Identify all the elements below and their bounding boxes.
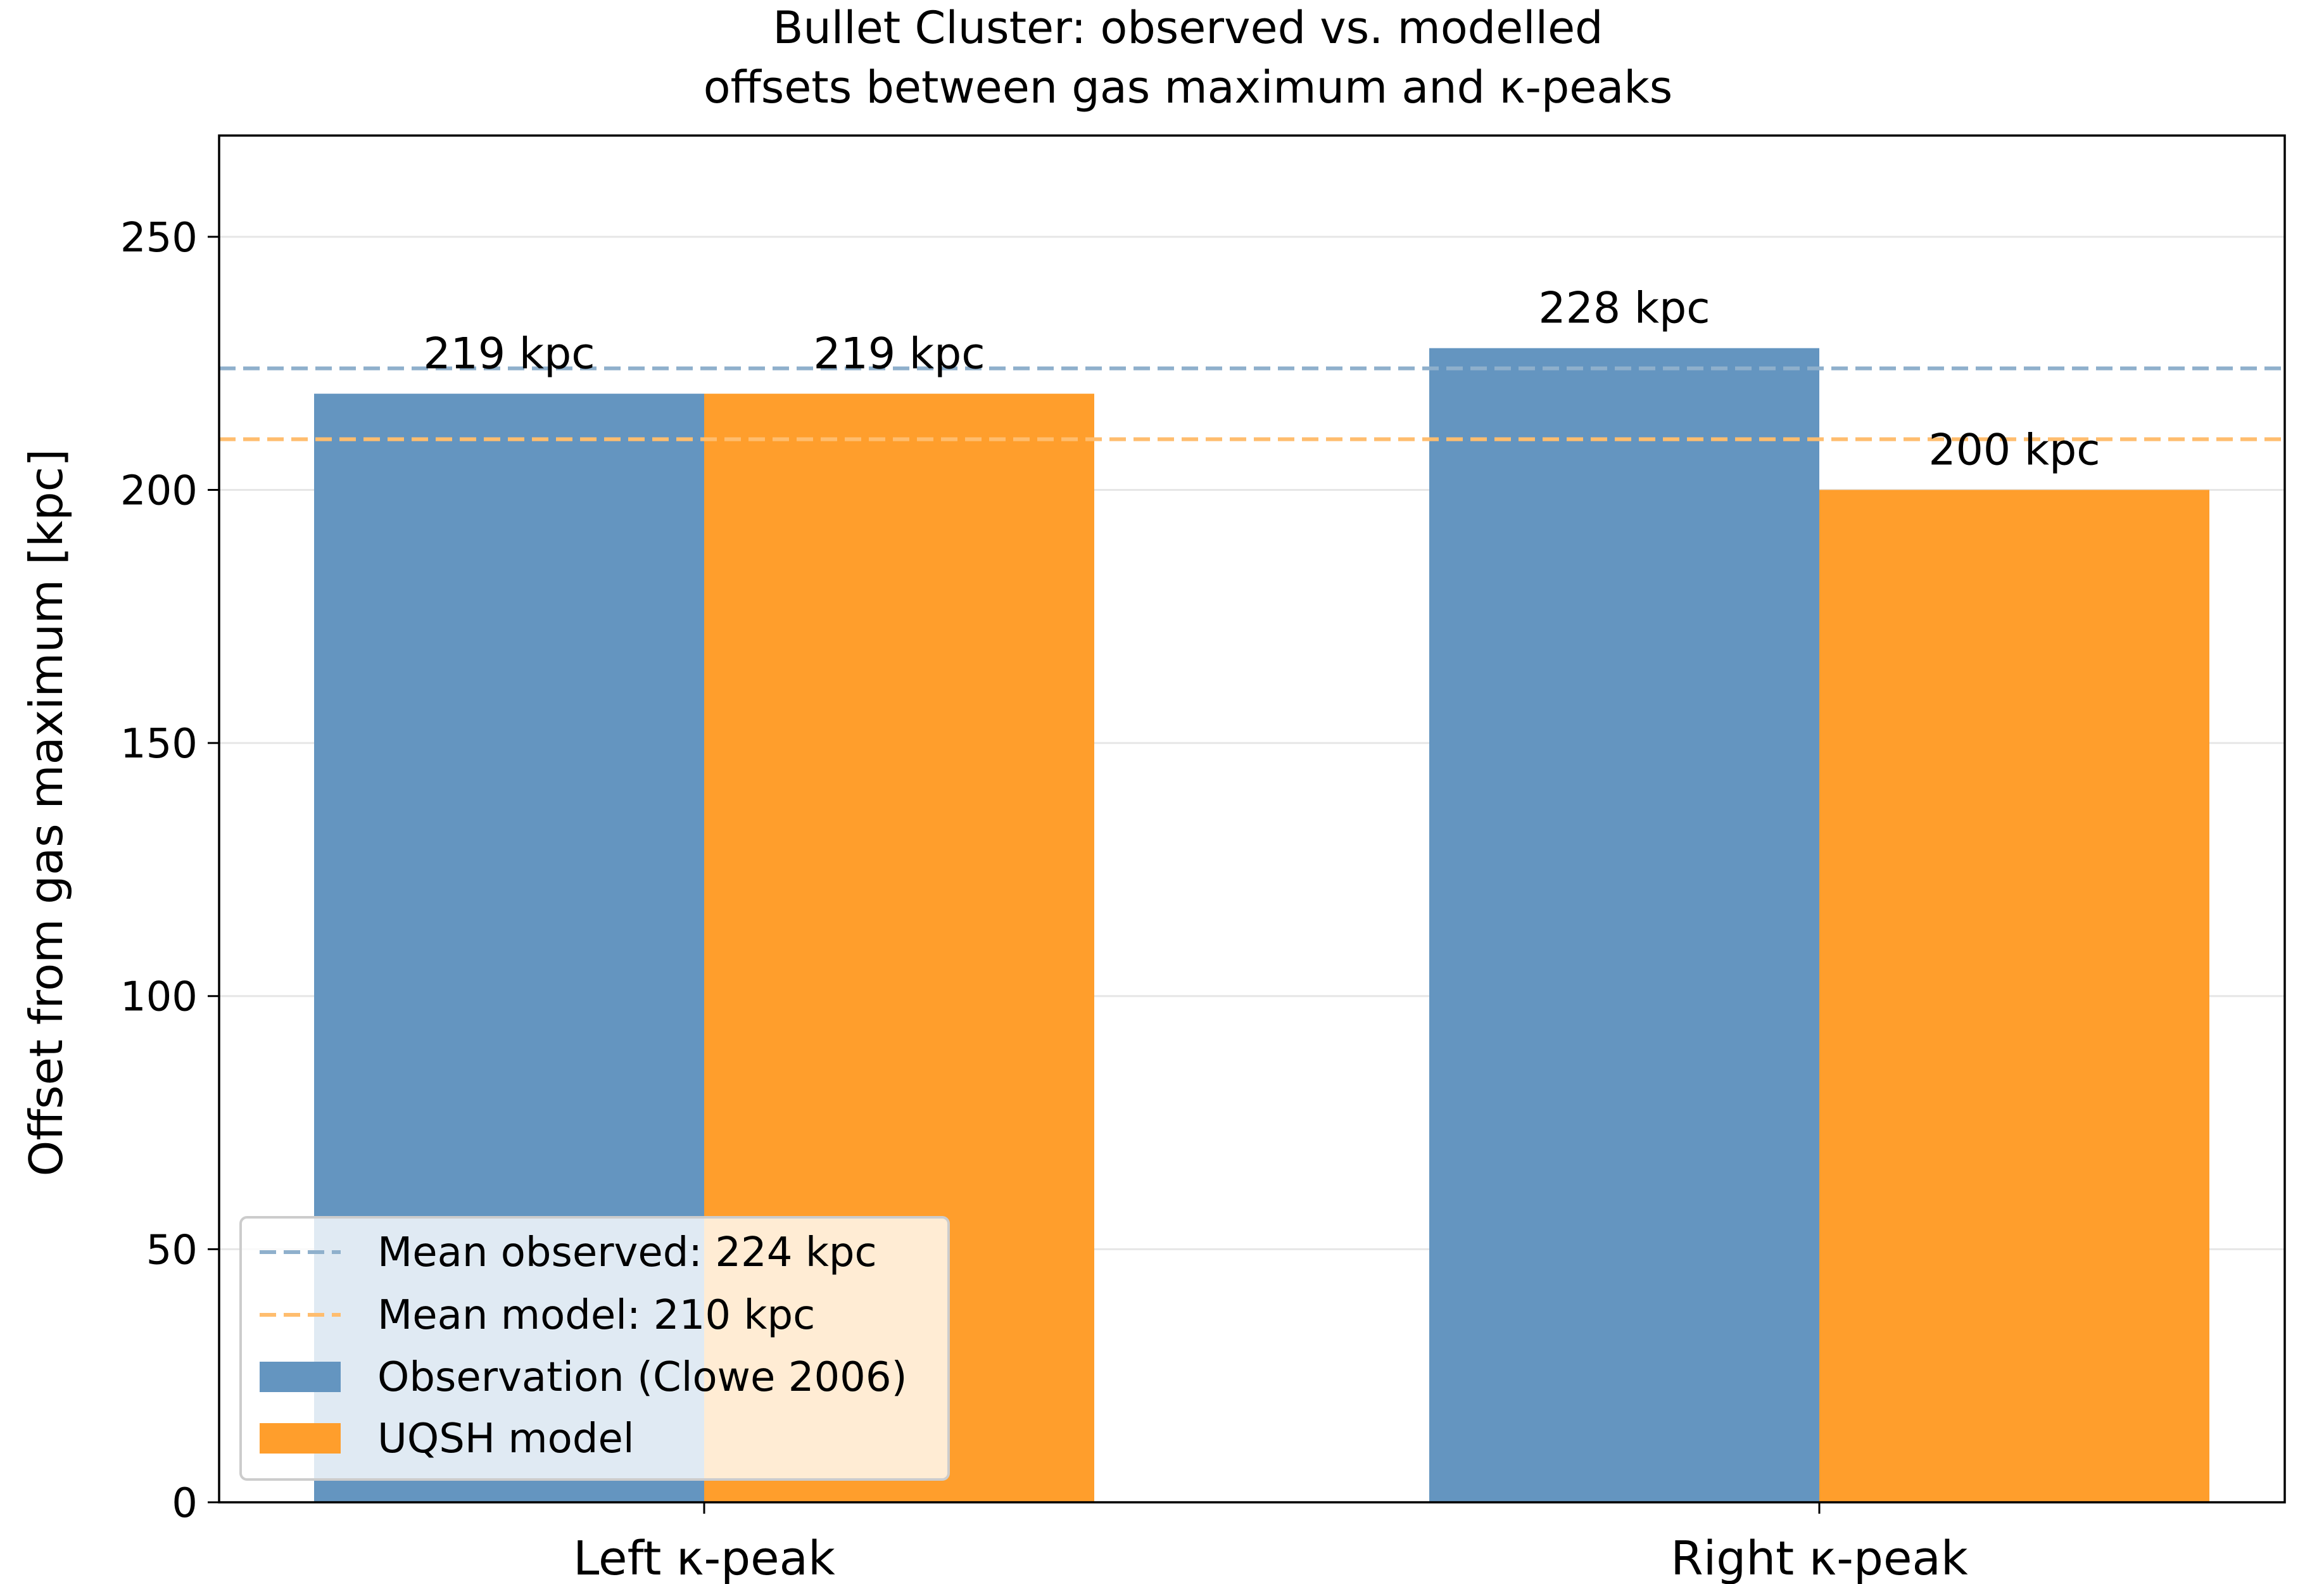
- x-tick-label: Right κ-peak: [1670, 1531, 1968, 1584]
- chart-title-line-2: offsets between gas maximum and κ-peaks: [704, 61, 1673, 113]
- legend-box: [239, 1216, 950, 1481]
- bar-value-label: 228 kpc: [1538, 284, 1710, 334]
- x-tick-label: Left κ-peak: [573, 1531, 835, 1584]
- axes-layer: 0 50 100 150 200 250 Left κ-peak Right κ-peak: [120, 134, 2286, 1584]
- y-tick-label: 200: [120, 467, 198, 514]
- legend-label: Mean model: 210 kpc: [377, 1292, 815, 1339]
- y-tick-label: 0: [172, 1480, 198, 1527]
- y-tick-label: 250: [120, 215, 198, 262]
- bar-model-1: [1819, 490, 2209, 1503]
- y-tick-label: 100: [120, 974, 198, 1021]
- bar-observation-1: [1429, 348, 1819, 1502]
- plot-frame: [218, 134, 2286, 1504]
- value-labels-layer: 219 kpc 228 kpc 219 kpc 200 kpc: [423, 284, 2100, 476]
- reference-lines-layer: [219, 366, 2285, 441]
- chart-title-line-1: Bullet Cluster: observed vs. modelled: [773, 2, 1603, 54]
- bar-value-label: 219 kpc: [423, 329, 595, 379]
- y-tick-label: 150: [120, 721, 198, 768]
- bar-value-label: 219 kpc: [813, 329, 985, 379]
- legend-label: Observation (Clowe 2006): [377, 1354, 907, 1401]
- bar-value-label: 200 kpc: [1928, 425, 2100, 475]
- legend-label: UQSH model: [377, 1416, 635, 1462]
- legend-swatch-series-0: [260, 1362, 341, 1392]
- y-axis-label: Offset from gas maximum [kpc]: [20, 449, 73, 1177]
- legend-label: Mean observed: 224 kpc: [377, 1229, 877, 1276]
- legend: Mean observed: 224 kpc Mean model: 210 kp…: [239, 1216, 950, 1481]
- legend-swatch-series-1: [260, 1423, 341, 1454]
- y-tick-label: 50: [146, 1227, 198, 1274]
